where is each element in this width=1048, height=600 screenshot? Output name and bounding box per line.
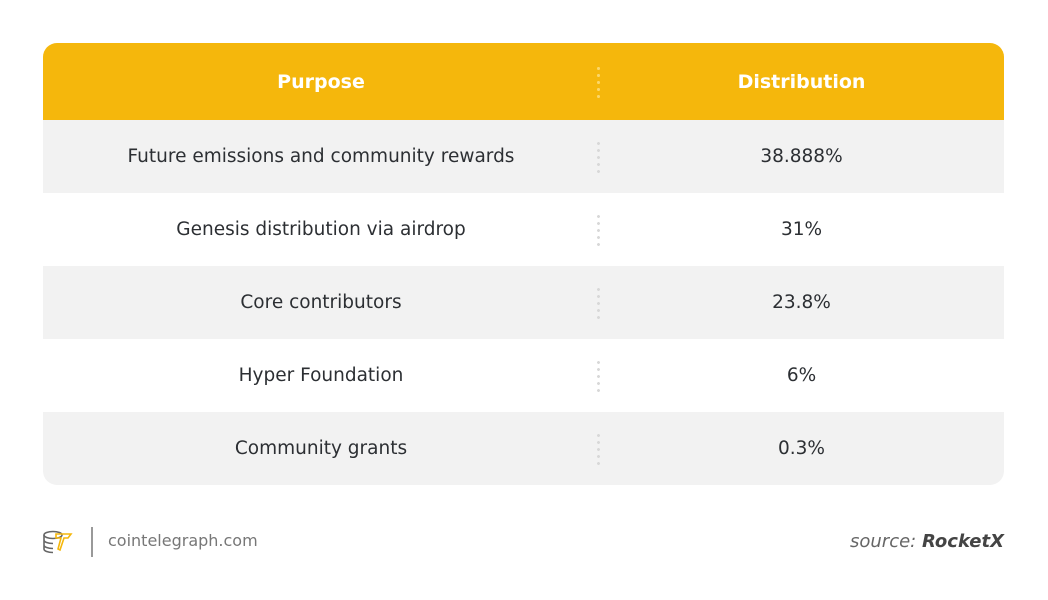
purpose-cell: Future emissions and community rewards bbox=[127, 146, 515, 167]
cointelegraph-logo-icon bbox=[43, 530, 73, 554]
distribution-table: Purpose Distribution Future emissions an… bbox=[43, 43, 1004, 485]
source-credit: source: RocketX bbox=[850, 531, 1004, 552]
distribution-cell: 6% bbox=[786, 365, 817, 386]
column-divider bbox=[597, 358, 600, 393]
table-row: Core contributors 23.8% bbox=[43, 266, 1004, 339]
table-row: Community grants 0.3% bbox=[43, 412, 1004, 485]
footer-separator bbox=[91, 527, 93, 557]
header-purpose: Purpose bbox=[277, 70, 365, 93]
table-header: Purpose Distribution bbox=[43, 43, 1004, 120]
distribution-cell: 23.8% bbox=[772, 292, 831, 313]
column-divider bbox=[597, 212, 600, 247]
column-divider bbox=[597, 285, 600, 320]
table-row: Hyper Foundation 6% bbox=[43, 339, 1004, 412]
purpose-cell: Genesis distribution via airdrop bbox=[176, 219, 466, 240]
purpose-cell: Core contributors bbox=[240, 292, 402, 313]
distribution-cell: 31% bbox=[780, 219, 823, 240]
column-divider bbox=[597, 139, 600, 174]
site-name: cointelegraph.com bbox=[108, 531, 258, 550]
distribution-cell: 38.888% bbox=[760, 146, 843, 167]
table-row: Genesis distribution via airdrop 31% bbox=[43, 193, 1004, 266]
purpose-cell: Hyper Foundation bbox=[238, 365, 404, 386]
purpose-cell: Community grants bbox=[234, 438, 408, 459]
header-distribution: Distribution bbox=[737, 70, 866, 93]
column-divider bbox=[597, 431, 600, 466]
column-divider bbox=[597, 64, 600, 99]
table-row: Future emissions and community rewards 38… bbox=[43, 120, 1004, 193]
source-name: RocketX bbox=[921, 531, 1004, 552]
source-prefix: source: bbox=[850, 531, 917, 552]
distribution-cell: 0.3% bbox=[778, 438, 825, 459]
